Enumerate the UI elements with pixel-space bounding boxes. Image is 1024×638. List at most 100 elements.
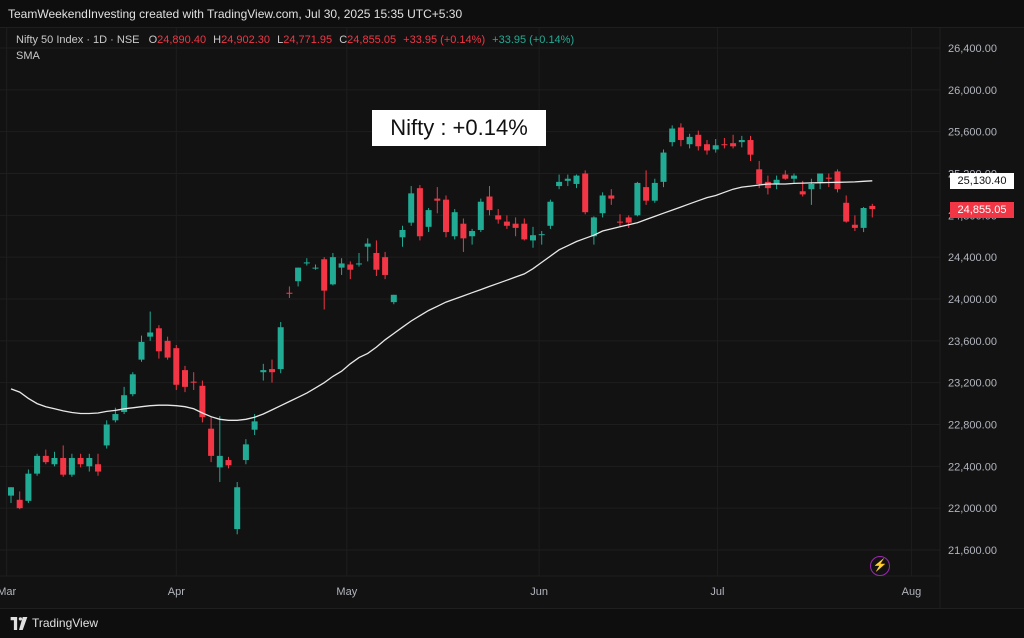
candle-body bbox=[782, 174, 789, 179]
candle-body bbox=[443, 199, 449, 233]
candle-body bbox=[747, 140, 754, 155]
candle-body bbox=[434, 198, 441, 201]
candle-body bbox=[190, 381, 197, 383]
candle-body bbox=[730, 143, 737, 147]
sma-price-tag: 25,130.40 bbox=[950, 172, 1014, 189]
chart-caption: TeamWeekendInvesting created with Tradin… bbox=[0, 0, 1024, 28]
candle-body bbox=[851, 224, 858, 228]
candle-body bbox=[399, 229, 406, 238]
last-price-tag: 24,855.05 bbox=[950, 201, 1014, 218]
x-tick-label: Apr bbox=[168, 586, 185, 598]
candle-body bbox=[173, 348, 180, 385]
candle-body bbox=[312, 267, 319, 269]
candle-body bbox=[617, 221, 623, 223]
candle-body bbox=[425, 210, 432, 227]
candle-body bbox=[356, 263, 362, 265]
y-tick-label: 23,200.00 bbox=[948, 378, 997, 390]
candle-body bbox=[225, 460, 232, 466]
tradingview-logo-icon[interactable] bbox=[10, 617, 28, 630]
candle-body bbox=[382, 257, 389, 275]
annotation-label[interactable]: Nifty : +0.14% bbox=[372, 110, 546, 146]
candlestick-chart[interactable]: 21,600.00 22,000.00 22,400.00 22,800.00 23,2… bbox=[0, 28, 1024, 608]
sma-indicator-label[interactable]: SMA bbox=[16, 50, 40, 62]
x-tick-label: Mar bbox=[0, 586, 16, 598]
y-tick-label: 24,400.00 bbox=[948, 252, 997, 264]
candle-body bbox=[817, 173, 824, 182]
candle-body bbox=[712, 145, 719, 150]
candle-body bbox=[486, 196, 493, 211]
candle-body bbox=[625, 217, 632, 223]
candle-body bbox=[477, 201, 484, 230]
open-value: 24,890.40 bbox=[157, 34, 207, 46]
candle-body bbox=[286, 292, 293, 294]
chart-area[interactable]: 21,600.00 22,000.00 22,400.00 22,800.00 23,2… bbox=[0, 28, 1024, 608]
candle-body bbox=[825, 177, 832, 179]
y-tick-label: 21,600.00 bbox=[948, 545, 997, 557]
tradingview-brand[interactable]: TradingView bbox=[32, 616, 99, 630]
candle-body bbox=[721, 144, 728, 146]
candle-body bbox=[582, 173, 589, 213]
candle-body bbox=[843, 202, 850, 222]
y-tick-label: 24,000.00 bbox=[948, 294, 997, 306]
candle-body bbox=[277, 327, 284, 370]
candle-body bbox=[95, 464, 101, 472]
change-value: +33.95 (+0.14%) bbox=[403, 34, 486, 46]
candle-body bbox=[199, 385, 206, 418]
candle-body bbox=[773, 179, 780, 184]
candle-body bbox=[251, 421, 258, 430]
candle-body bbox=[834, 171, 841, 190]
candle-body bbox=[860, 208, 867, 228]
candle-body bbox=[42, 455, 49, 463]
candle-body bbox=[16, 499, 23, 509]
y-tick-label: 22,000.00 bbox=[948, 503, 997, 515]
candle-body bbox=[121, 395, 128, 412]
candle-body bbox=[68, 457, 75, 475]
candle-body bbox=[686, 136, 693, 145]
candle-body bbox=[103, 424, 110, 446]
candle-body bbox=[269, 369, 275, 373]
low-label: L bbox=[277, 34, 284, 46]
candle-body bbox=[677, 127, 684, 141]
close-label: C bbox=[339, 34, 348, 46]
candle-body bbox=[556, 181, 563, 187]
open-label: O bbox=[148, 34, 158, 46]
candle-body bbox=[8, 487, 14, 496]
footer-bar: TradingView bbox=[0, 608, 1024, 638]
sma-line bbox=[10, 180, 873, 421]
candle-body bbox=[416, 188, 423, 237]
candle-body bbox=[242, 444, 249, 461]
y-tick-label: 22,400.00 bbox=[948, 461, 997, 473]
candle-body bbox=[295, 267, 302, 282]
candle-body bbox=[869, 205, 876, 210]
candle-body bbox=[390, 294, 397, 303]
candle-body bbox=[469, 231, 476, 237]
candle-body bbox=[495, 215, 502, 220]
candle-body bbox=[408, 193, 415, 223]
candle-body bbox=[651, 182, 658, 201]
candle-body bbox=[60, 457, 67, 475]
candle-body bbox=[573, 175, 580, 184]
low-value: 24,771.95 bbox=[283, 34, 333, 46]
candle-body bbox=[34, 455, 41, 474]
candle-body bbox=[373, 252, 380, 270]
ohlc-legend: Nifty 50 Index · 1D · NSE O24,890.40 H24… bbox=[16, 34, 574, 46]
candle-body bbox=[530, 235, 536, 241]
candle-body bbox=[208, 428, 215, 456]
candle-body bbox=[321, 259, 328, 291]
candle-body bbox=[86, 457, 93, 467]
change-value-secondary: +33.95 (+0.14%) bbox=[492, 34, 575, 46]
candle-body bbox=[808, 183, 815, 190]
candle-body bbox=[756, 169, 763, 184]
candle-body bbox=[512, 223, 519, 228]
y-tick-label: 26,000.00 bbox=[948, 85, 997, 97]
y-tick-label: 26,400.00 bbox=[948, 43, 997, 55]
candle-body bbox=[590, 217, 597, 237]
candle-body bbox=[303, 262, 310, 264]
candle-body bbox=[182, 370, 188, 387]
symbol-label[interactable]: Nifty 50 Index · 1D · NSE bbox=[16, 34, 140, 46]
candle-body bbox=[695, 134, 702, 147]
candle-body bbox=[538, 234, 545, 236]
lightning-bolt-icon[interactable]: ⚡ bbox=[870, 556, 890, 576]
candle-body bbox=[260, 370, 267, 373]
candle-body bbox=[521, 223, 528, 240]
